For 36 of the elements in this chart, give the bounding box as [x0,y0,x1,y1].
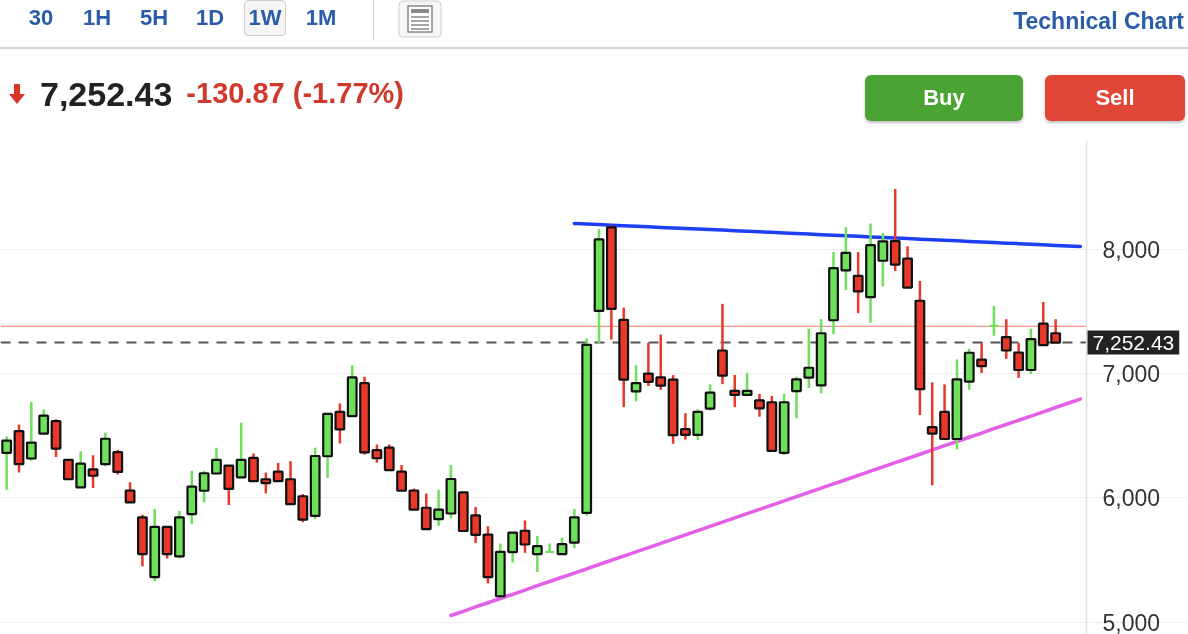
ref-line-label: 7,252.43 [1092,330,1175,354]
candlestick [38,408,50,435]
candlestick [791,375,802,420]
y-tick-label: 5,000 [1102,609,1161,634]
y-tick-label: 6,000 [1102,485,1161,512]
candlestick [396,463,407,493]
text: 1D [195,4,225,33]
y-tick-label: 8,000 [1102,237,1161,264]
candlestick [1000,317,1012,361]
candlestick [741,371,753,397]
line-series [572,221,1083,249]
candlestick [1,435,13,492]
candlestick [383,443,395,472]
text: 1H [82,4,112,33]
chart-subtitle: -130.87 (-1.77%) [186,76,404,112]
candlestick [531,534,543,574]
candlestick [729,373,741,409]
line-series [449,397,1083,618]
candlestick [803,327,815,390]
candlestick [124,480,136,504]
text: 30 [28,4,54,33]
candlestick [519,519,531,555]
candlestick [87,454,99,490]
candlestick [507,531,519,564]
y-tick-label: 7,000 [1102,361,1161,388]
text: Sell [1095,84,1135,113]
chart-title: 7,252.43 [40,73,173,115]
candlestick [1013,341,1025,380]
text: Buy [923,84,965,113]
text: 1W [248,4,282,33]
candlestick [630,364,642,403]
candlestick [704,383,716,412]
text: 1M [305,4,337,33]
text: 5H [139,4,169,33]
text: Technical Chart [1013,8,1184,34]
candlestick [25,400,37,462]
